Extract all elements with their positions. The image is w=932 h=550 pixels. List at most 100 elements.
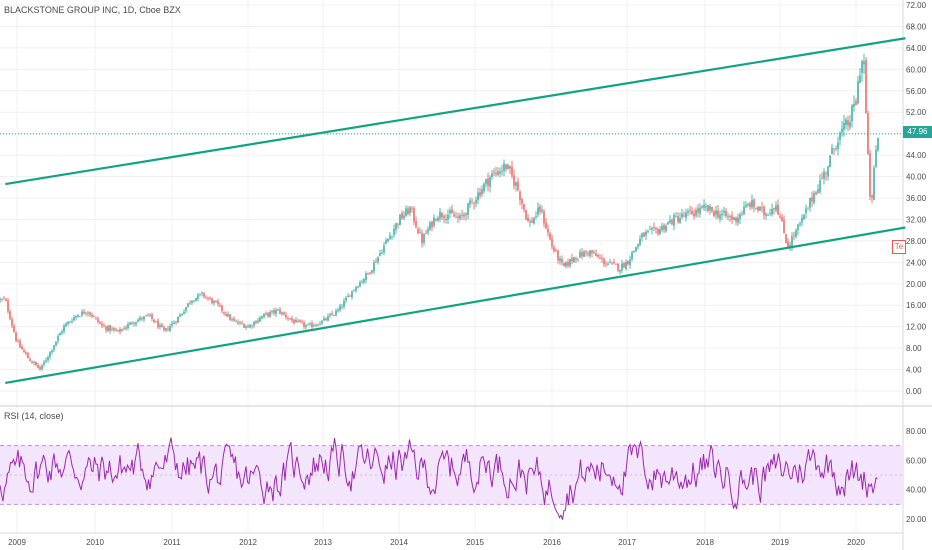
candle-body xyxy=(395,223,397,230)
candle-body xyxy=(473,203,475,205)
candle-body xyxy=(499,171,501,174)
candle-body xyxy=(761,207,763,209)
x-tick-label: 2018 xyxy=(696,538,714,547)
candle-body xyxy=(533,217,535,224)
trendline-upper[interactable] xyxy=(5,37,906,186)
candle-body xyxy=(31,361,33,363)
candle-body xyxy=(85,312,87,314)
candle-body xyxy=(387,238,389,242)
candle-body xyxy=(197,294,199,299)
candle-body xyxy=(287,318,289,320)
candle-body xyxy=(259,317,261,322)
candle-body xyxy=(359,282,361,287)
y-tick-label: 32.00 xyxy=(906,215,927,224)
candle-body xyxy=(221,305,223,311)
candle-body xyxy=(129,322,131,325)
trendline-lower[interactable] xyxy=(5,226,906,385)
candle-body xyxy=(717,210,719,218)
candle-body xyxy=(447,214,449,220)
candle-body xyxy=(383,245,385,253)
candle-body xyxy=(101,323,103,326)
candle-body xyxy=(665,225,667,232)
candle-body xyxy=(585,251,587,253)
candle-body xyxy=(671,219,673,225)
candle-body xyxy=(685,212,687,218)
candle-body xyxy=(303,322,305,327)
candle-body xyxy=(687,211,689,213)
y-tick-label: 36.00 xyxy=(906,194,927,203)
candle-body xyxy=(147,314,149,316)
candle-body xyxy=(291,318,293,321)
candle-body xyxy=(311,323,313,328)
candle-body xyxy=(531,220,533,223)
candle-body xyxy=(655,228,657,230)
candle-body xyxy=(245,326,247,328)
candle-body xyxy=(249,324,251,328)
candle-body xyxy=(667,222,669,225)
candle-body xyxy=(661,225,663,230)
candle-body xyxy=(351,290,353,298)
candle-body xyxy=(53,345,55,350)
candle-body xyxy=(59,333,61,336)
candle-body xyxy=(871,195,873,198)
candle-body xyxy=(785,234,787,243)
candle-body xyxy=(309,323,311,325)
trendlines[interactable] xyxy=(0,37,906,385)
candle-body xyxy=(697,208,699,213)
candle-body xyxy=(709,206,711,211)
candle-body xyxy=(445,218,447,220)
candle-body xyxy=(413,208,415,222)
y-tick-label: 20.00 xyxy=(906,280,927,289)
candle-body xyxy=(565,261,567,267)
candle-body xyxy=(501,170,503,172)
rsi-y-tick-label: 80.00 xyxy=(906,427,927,436)
candle-body xyxy=(385,240,387,245)
candle-body xyxy=(723,210,725,213)
candle-body xyxy=(361,281,363,283)
candle-body xyxy=(791,236,793,247)
chart-title: BLACKSTONE GROUP INC, 1D, Cboe BZX xyxy=(4,5,181,15)
candle-body xyxy=(171,323,173,326)
candle-body xyxy=(855,101,857,106)
candle-body xyxy=(275,310,277,315)
candle-body xyxy=(459,215,461,219)
candle-body xyxy=(809,197,811,208)
candle-body xyxy=(89,312,91,315)
candle-body xyxy=(235,321,237,322)
candle-body xyxy=(515,182,517,186)
candle-body xyxy=(441,213,443,218)
candle-body xyxy=(869,153,871,197)
candle-body xyxy=(489,177,491,187)
candle-body xyxy=(651,227,653,230)
candle-body xyxy=(613,261,615,263)
candle-body xyxy=(0,299,1,301)
candle-body xyxy=(851,105,853,122)
candle-body xyxy=(765,213,767,216)
candle-body xyxy=(343,300,345,307)
candle-body xyxy=(703,204,705,208)
candle-body xyxy=(587,253,589,255)
candle-body xyxy=(13,325,15,333)
candle-body xyxy=(475,199,477,204)
y-tick-label: 56.00 xyxy=(906,87,927,96)
candle-body xyxy=(725,210,727,216)
candle-body xyxy=(45,360,47,362)
candle-body xyxy=(33,362,35,363)
x-tick-label: 2013 xyxy=(314,538,332,547)
candle-body xyxy=(219,304,221,306)
candle-body xyxy=(325,318,327,320)
candle-body xyxy=(825,173,827,175)
candle-body xyxy=(817,189,819,193)
candle-body xyxy=(841,128,843,133)
candle-body xyxy=(431,221,433,228)
candle-body xyxy=(763,206,765,216)
candle-body xyxy=(453,214,455,217)
candle-body xyxy=(173,322,175,324)
candle-body xyxy=(741,213,743,215)
candle-body xyxy=(215,301,217,302)
candle-body xyxy=(865,60,867,114)
candle-body xyxy=(65,323,67,327)
candle-body xyxy=(437,217,439,221)
candle-body xyxy=(783,220,785,234)
